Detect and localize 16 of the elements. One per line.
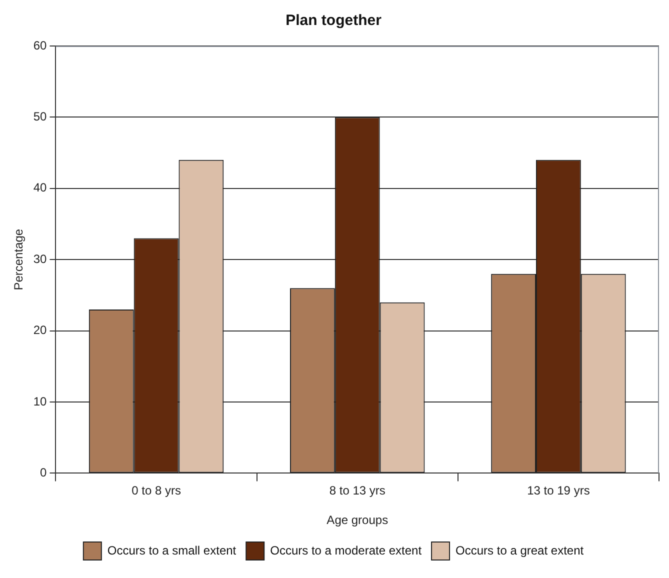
x-axis-title: Age groups bbox=[326, 513, 388, 528]
legend-label: Occurs to a moderate extent bbox=[270, 543, 422, 558]
y-tick-label: 50 bbox=[33, 110, 48, 124]
y-tick-label: 20 bbox=[33, 323, 48, 338]
y-tick-label: 0 bbox=[40, 466, 48, 480]
y-axis-title: Percentage bbox=[12, 228, 26, 290]
y-tick-label: 30 bbox=[33, 252, 48, 266]
x-tick-label: 13 to 19 yrs bbox=[527, 484, 590, 498]
y-tick-label: 10 bbox=[33, 394, 48, 408]
y-tick-label: 40 bbox=[33, 180, 48, 195]
y-tick-label: 60 bbox=[33, 38, 48, 52]
x-tick-label: 0 to 8 yrs bbox=[132, 484, 181, 498]
chart-title: Plan together bbox=[286, 12, 382, 30]
legend-label: Occurs to a great extent bbox=[456, 543, 584, 558]
legend-label: Occurs to a small extent bbox=[107, 543, 237, 558]
x-tick-label: 8 to 13 yrs bbox=[329, 484, 386, 498]
